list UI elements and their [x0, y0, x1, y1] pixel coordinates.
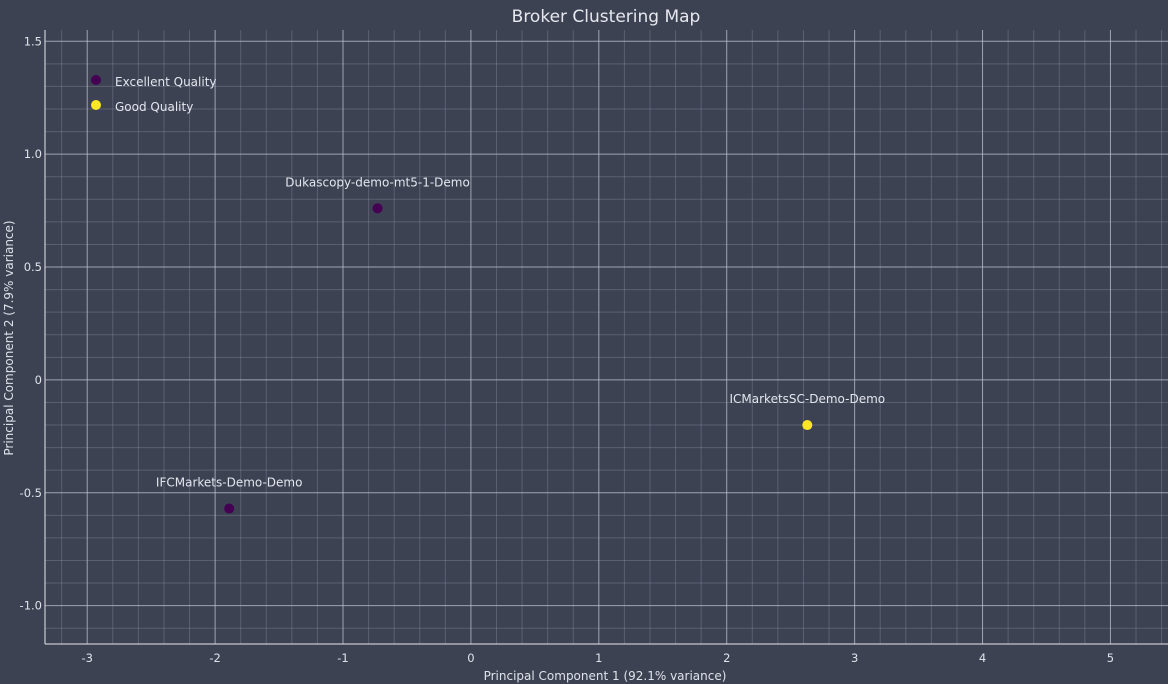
data-point-label: IFCMarkets-Demo-Demo — [156, 476, 303, 490]
axes — [44, 30, 1168, 645]
tick-labels: -3 -2 -1 0 1 2 3 4 5 -1.0 -0.5 0 0.5 1.0 1.5 — [20, 34, 1115, 665]
y-tick-label: 0.5 — [24, 260, 42, 274]
legend-marker[interactable] — [91, 100, 101, 110]
y-tick-label: 1.0 — [24, 147, 42, 161]
legend: Excellent Quality Good Quality — [91, 75, 217, 114]
x-tick-label: -3 — [81, 651, 92, 665]
x-tick-label: -1 — [337, 651, 348, 665]
x-tick-label: 0 — [467, 651, 474, 665]
legend-marker[interactable] — [91, 75, 101, 85]
x-tick-label: 1 — [595, 651, 602, 665]
x-tick-label: 3 — [851, 651, 858, 665]
grid — [45, 30, 1168, 644]
data-point-label: ICMarketsSC-Demo-Demo — [730, 392, 886, 406]
data-point-label: Dukascopy-demo-mt5-1-Demo — [285, 175, 470, 189]
chart-title: Broker Clustering Map — [512, 7, 701, 27]
legend-label[interactable]: Excellent Quality — [115, 75, 217, 89]
y-tick-label: 0 — [35, 373, 42, 387]
legend-label[interactable]: Good Quality — [115, 100, 193, 114]
data-points: Dukascopy-demo-mt5-1-Demo IFCMarkets-Demo… — [156, 175, 886, 514]
data-point[interactable] — [224, 503, 235, 514]
x-axis-title: Principal Component 1 (92.1% variance) — [484, 669, 727, 683]
y-tick-label: -1.0 — [20, 599, 42, 613]
x-tick-label: 4 — [979, 651, 986, 665]
data-point[interactable] — [802, 420, 813, 431]
x-tick-label: -2 — [209, 651, 220, 665]
y-tick-label: 1.5 — [24, 34, 42, 48]
y-tick-label: -0.5 — [20, 486, 42, 500]
x-tick-label: 5 — [1107, 651, 1114, 665]
x-tick-label: 2 — [723, 651, 730, 665]
data-point[interactable] — [372, 203, 383, 214]
y-axis-title: Principal Component 2 (7.9% variance) — [2, 220, 16, 455]
